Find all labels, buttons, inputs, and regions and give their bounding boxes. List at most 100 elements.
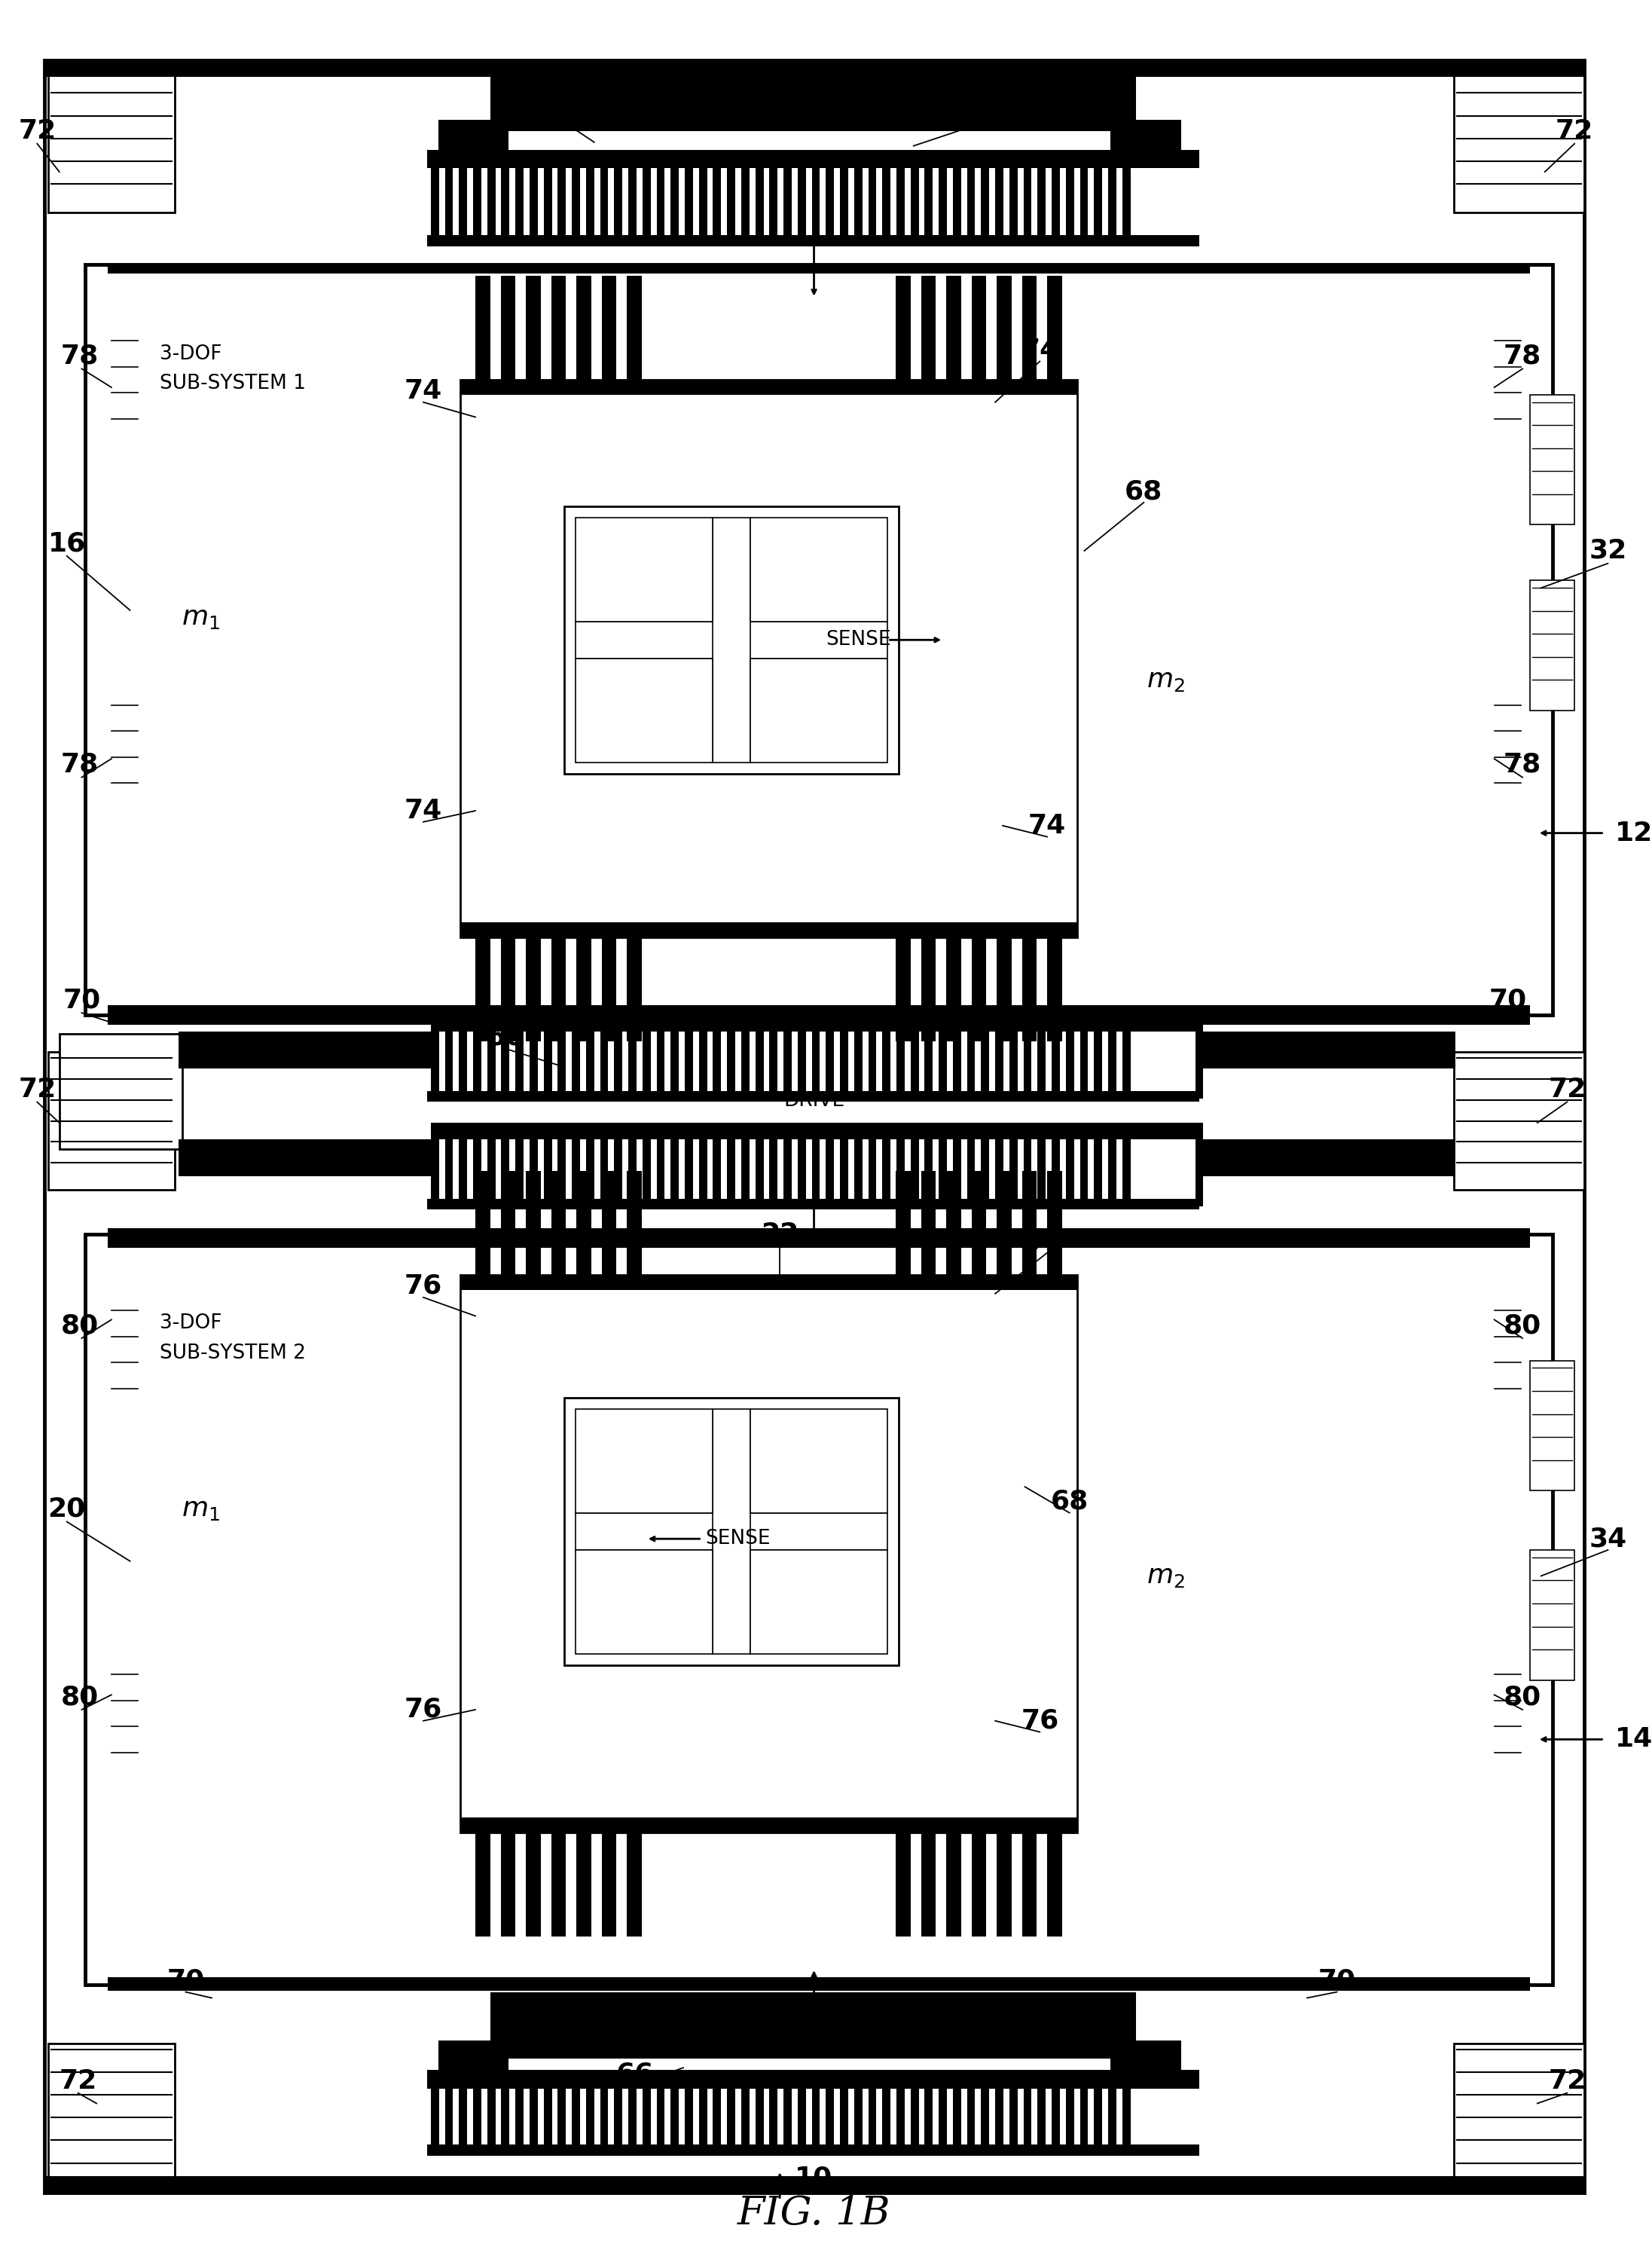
Text: 78: 78 xyxy=(61,751,99,778)
Text: 32: 32 xyxy=(1589,537,1627,564)
Bar xyxy=(615,2125,623,2143)
Bar xyxy=(1122,2125,1130,2143)
Bar xyxy=(431,2125,439,2143)
Bar xyxy=(1023,1171,1037,1275)
Bar xyxy=(897,2089,905,2143)
Bar xyxy=(981,217,990,235)
Bar xyxy=(798,1072,806,1092)
Bar xyxy=(996,1832,1011,1936)
Bar xyxy=(461,923,1077,936)
Bar xyxy=(798,217,806,235)
Bar xyxy=(869,2125,876,2143)
Bar xyxy=(601,1832,616,1936)
Bar xyxy=(643,217,651,235)
Bar xyxy=(1454,1051,1584,1189)
Bar xyxy=(1066,2125,1074,2143)
Bar xyxy=(626,1171,641,1275)
Bar xyxy=(966,2125,975,2143)
Bar xyxy=(461,1275,1077,1290)
Bar xyxy=(798,1139,806,1198)
Bar xyxy=(107,264,1530,273)
Bar xyxy=(501,217,509,235)
Bar xyxy=(431,1139,438,1207)
Bar xyxy=(586,2125,595,2143)
Bar xyxy=(572,169,580,228)
Bar xyxy=(770,1139,778,1198)
Bar xyxy=(714,2125,722,2143)
Bar xyxy=(826,1072,834,1092)
Bar xyxy=(572,2089,580,2143)
Text: 72: 72 xyxy=(1548,2069,1586,2094)
Bar xyxy=(938,2089,947,2143)
Bar xyxy=(1080,2089,1089,2143)
Bar xyxy=(501,2125,509,2143)
Bar xyxy=(600,1031,608,1092)
Bar xyxy=(515,2125,524,2143)
Bar xyxy=(981,1072,990,1092)
Bar xyxy=(686,1072,692,1092)
Bar xyxy=(826,1031,834,1092)
Bar xyxy=(995,1072,1003,1092)
Bar xyxy=(826,2125,834,2143)
Bar xyxy=(444,1072,453,1092)
Bar xyxy=(472,169,481,228)
Bar xyxy=(1052,1072,1061,1092)
Bar xyxy=(854,1072,862,1092)
Bar xyxy=(615,217,623,235)
Bar xyxy=(501,275,515,379)
Bar xyxy=(869,1139,876,1198)
Text: 76: 76 xyxy=(1028,1230,1066,1254)
Text: SENSE: SENSE xyxy=(705,1530,771,1548)
Bar xyxy=(727,1072,735,1092)
Bar xyxy=(431,1015,1203,1031)
Bar xyxy=(971,1171,986,1275)
Bar xyxy=(910,1139,919,1198)
Bar xyxy=(882,1178,890,1198)
Bar xyxy=(897,2125,905,2143)
Bar xyxy=(444,1139,453,1198)
Bar xyxy=(925,1031,933,1092)
Bar xyxy=(626,275,641,379)
Bar xyxy=(1052,2089,1061,2143)
Bar xyxy=(1052,1178,1061,1198)
Text: 66: 66 xyxy=(509,74,547,99)
Bar xyxy=(1080,1178,1089,1198)
Bar xyxy=(1110,120,1181,149)
Bar xyxy=(925,169,933,228)
Bar xyxy=(869,1031,876,1092)
Bar xyxy=(586,1139,595,1198)
Bar xyxy=(869,169,876,228)
Bar xyxy=(1108,169,1117,228)
Bar xyxy=(938,1072,947,1092)
Bar xyxy=(615,169,623,228)
Bar xyxy=(1047,936,1062,1040)
Bar xyxy=(501,1178,509,1198)
Bar xyxy=(615,2089,623,2143)
Bar xyxy=(1066,217,1074,235)
Bar xyxy=(895,1171,910,1275)
Text: 74: 74 xyxy=(1028,812,1066,839)
Bar xyxy=(459,1072,468,1092)
Bar xyxy=(572,1072,580,1092)
Bar xyxy=(530,169,537,228)
Bar xyxy=(882,1031,890,1092)
Bar xyxy=(783,169,791,228)
Bar xyxy=(839,169,847,228)
Bar xyxy=(953,1139,961,1198)
Text: 78: 78 xyxy=(61,343,99,370)
Bar xyxy=(444,2125,453,2143)
Bar xyxy=(552,275,567,379)
Bar xyxy=(755,2125,763,2143)
Bar xyxy=(910,1178,919,1198)
Bar xyxy=(476,1832,491,1936)
Bar xyxy=(1108,1072,1117,1092)
Bar xyxy=(628,217,636,235)
Bar xyxy=(1122,169,1130,228)
Bar xyxy=(428,235,1199,246)
Bar xyxy=(1080,2125,1089,2143)
Bar xyxy=(491,1992,1137,2060)
Bar xyxy=(742,1072,750,1092)
Bar xyxy=(714,1072,722,1092)
Text: 80: 80 xyxy=(61,1313,99,1338)
Bar xyxy=(811,2125,819,2143)
